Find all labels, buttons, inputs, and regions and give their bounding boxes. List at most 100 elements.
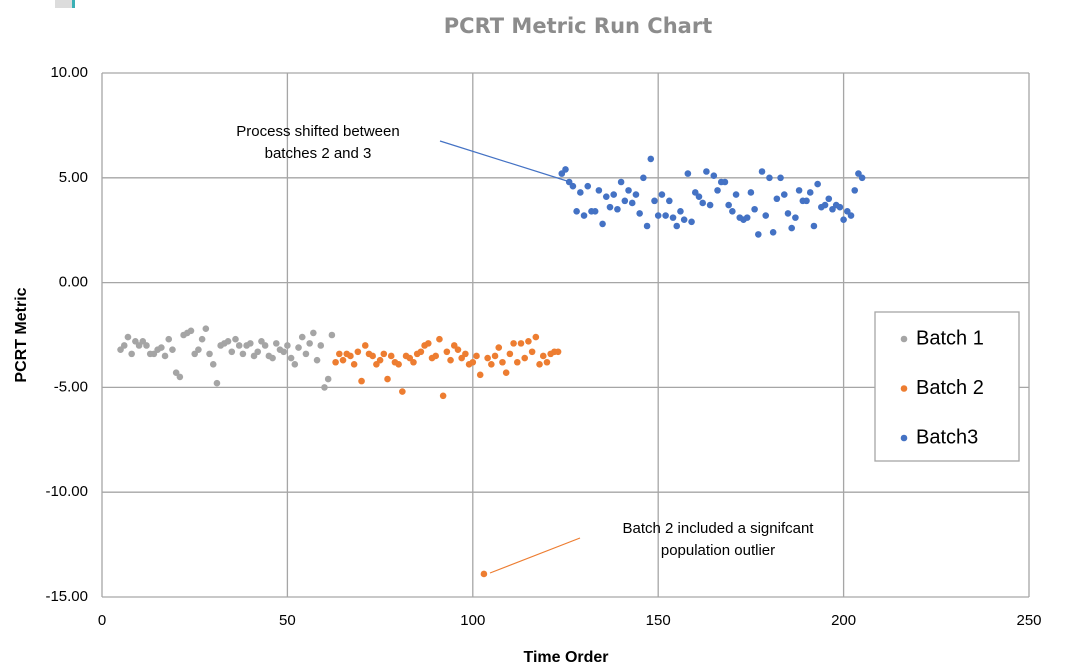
point: [795, 187, 803, 194]
point: [324, 375, 332, 383]
point: [417, 348, 425, 356]
point: [595, 187, 603, 194]
legend-label: Batch 2: [916, 377, 984, 399]
point: [280, 348, 287, 356]
point: [228, 348, 236, 356]
point: [198, 335, 206, 343]
point: [158, 344, 165, 351]
point: [706, 201, 714, 209]
y-tick-label: 5.00: [59, 169, 88, 186]
point: [165, 335, 173, 343]
point: [169, 346, 176, 353]
point: [232, 335, 239, 343]
legend-box: [874, 311, 1020, 462]
point: [599, 220, 606, 228]
point: [513, 358, 521, 366]
annotation-leader: [489, 537, 581, 574]
point: [202, 325, 210, 333]
point: [502, 369, 510, 377]
point: [128, 350, 135, 358]
point: [480, 570, 488, 578]
point: [321, 384, 328, 391]
point: [443, 348, 451, 356]
point: [510, 340, 517, 347]
point: [361, 342, 369, 349]
point: [647, 155, 655, 163]
point: [339, 356, 347, 364]
point: [425, 340, 432, 347]
point: [758, 168, 766, 175]
point: [206, 350, 213, 358]
marks: [117, 155, 866, 578]
point: [569, 182, 577, 190]
point: [614, 205, 621, 213]
x-tick-label: 50: [279, 612, 296, 629]
point: [729, 208, 736, 215]
point: [395, 361, 402, 368]
point: [584, 182, 592, 190]
point: [328, 331, 336, 339]
point: [469, 358, 477, 366]
point: [695, 193, 703, 200]
point: [792, 214, 799, 221]
point: [602, 193, 610, 200]
annotation-text: Batch 2 included a signifcant: [623, 520, 815, 537]
point: [488, 361, 495, 368]
y-axis-title: PCRT Metric: [13, 287, 30, 382]
point: [462, 350, 469, 358]
point: [821, 201, 829, 209]
point: [810, 222, 818, 230]
point: [295, 344, 302, 351]
point: [677, 208, 684, 215]
point: [747, 189, 755, 196]
point: [536, 361, 543, 368]
point: [769, 228, 777, 236]
point: [439, 392, 447, 400]
point: [473, 352, 480, 360]
x-tick-label: 200: [831, 612, 856, 629]
point: [291, 361, 299, 368]
point: [703, 168, 710, 175]
point: [814, 180, 821, 188]
point: [143, 342, 150, 349]
point: [617, 178, 625, 186]
point: [858, 174, 866, 182]
y-tick-label: 0.00: [59, 274, 88, 291]
point: [577, 189, 584, 196]
legend-label: Batch3: [916, 426, 978, 448]
y-tick-label: -5.00: [54, 378, 88, 395]
point: [780, 191, 788, 198]
point: [495, 344, 503, 351]
point: [784, 210, 792, 217]
point: [625, 187, 632, 194]
legend-swatch: [900, 335, 908, 343]
point: [317, 342, 325, 349]
point: [640, 174, 647, 182]
point: [310, 329, 317, 337]
legend-label: Batch 1: [916, 327, 984, 349]
point: [284, 342, 291, 349]
point: [606, 203, 614, 211]
point: [247, 340, 254, 347]
x-tick-label: 150: [646, 612, 671, 629]
point: [673, 222, 681, 230]
point: [476, 371, 484, 379]
point: [209, 361, 217, 368]
point: [688, 218, 695, 226]
point: [528, 348, 536, 356]
annotation-leader: [439, 140, 568, 182]
point: [725, 201, 732, 209]
point: [120, 342, 128, 349]
point: [491, 352, 499, 360]
annotation-text: Process shifted between: [236, 123, 399, 140]
point: [313, 356, 321, 364]
point: [525, 337, 532, 345]
point: [580, 212, 588, 219]
point: [643, 222, 651, 230]
point: [432, 352, 440, 360]
point: [721, 178, 729, 186]
x-tick-label: 250: [1016, 612, 1041, 629]
point: [684, 170, 692, 177]
point: [532, 333, 540, 341]
point: [773, 195, 781, 203]
